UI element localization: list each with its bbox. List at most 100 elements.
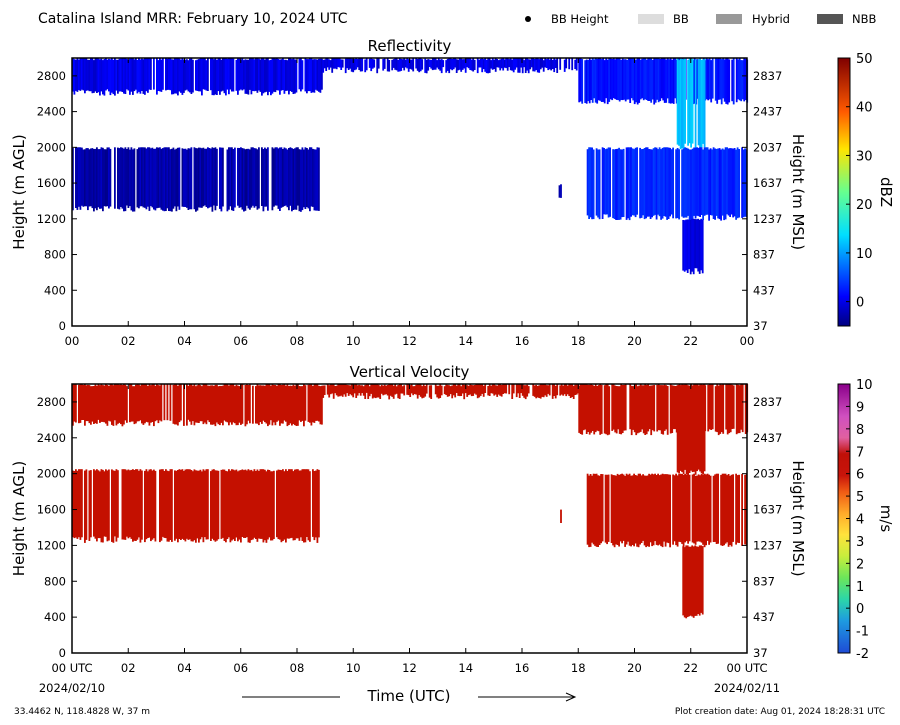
echo-column (240, 384, 242, 425)
echo-column (276, 385, 278, 422)
echo-column (190, 470, 193, 542)
echo-column (292, 148, 295, 210)
echo-column (253, 469, 256, 538)
colorbar-tick-label: 0 (856, 296, 864, 311)
echo-column (226, 149, 229, 212)
echo-column (720, 474, 722, 546)
echo-column (633, 473, 635, 547)
echo-column (108, 469, 110, 541)
echo-column (607, 147, 610, 218)
echo-column (213, 385, 215, 425)
echo-column (479, 384, 482, 396)
echo-column (168, 58, 170, 90)
echo-column (403, 58, 406, 71)
echo-column (685, 474, 688, 542)
echo-column (497, 60, 500, 68)
echo-column (105, 469, 107, 537)
echo-column (147, 58, 149, 93)
echo-column (205, 384, 208, 425)
echo-column (612, 149, 614, 219)
echo-column (651, 473, 653, 547)
echo-column (699, 384, 701, 472)
echo-column (174, 58, 176, 94)
echo-column (124, 147, 127, 212)
echo-column (282, 469, 284, 541)
y-tick-label-left: 2400 (37, 105, 66, 119)
echo-column (294, 59, 296, 94)
echo-column (163, 384, 166, 421)
y-tick-label-right: 2437 (753, 105, 782, 119)
echo-column (130, 58, 133, 92)
echo-column (76, 58, 79, 92)
x-tick-label: 02 (121, 661, 136, 675)
echo-column (600, 59, 603, 102)
echo-column (563, 384, 566, 395)
x-tick-label: 00 (740, 334, 755, 348)
echo-column (112, 59, 115, 95)
y-axis-label-left: Height (m AGL) (10, 461, 28, 576)
echo-column (710, 384, 713, 430)
echo-column (285, 469, 287, 543)
colorbar-tick-label: 6 (856, 468, 864, 483)
echo-column (279, 147, 281, 211)
echo-column (568, 58, 571, 70)
echo-column (451, 385, 454, 399)
colorbar-tick-label: 40 (856, 101, 873, 116)
x-tick-label: 20 (627, 661, 642, 675)
echo-column (653, 385, 656, 432)
echo-column (252, 385, 254, 424)
echo-column (400, 384, 403, 394)
echo-column (177, 385, 179, 426)
echo-column (709, 148, 712, 216)
echo-column (448, 385, 451, 397)
echo-column (622, 474, 625, 541)
echo-column (685, 384, 688, 475)
echo-column (270, 59, 272, 96)
echo-column (117, 59, 119, 94)
echo-column (156, 147, 158, 209)
echo-column (454, 384, 457, 398)
echo-column (376, 384, 379, 398)
echo-column (237, 471, 239, 542)
echo-column (229, 384, 232, 423)
echo-column (639, 59, 642, 100)
echo-column (674, 386, 677, 430)
echo-column (644, 384, 647, 435)
echo-column (87, 59, 89, 91)
echo-column (705, 58, 708, 100)
echo-column (183, 384, 185, 426)
echo-column (485, 59, 488, 74)
echo-column (526, 58, 529, 71)
echo-column (184, 148, 187, 207)
echo-column (374, 384, 377, 399)
echo-column (578, 58, 581, 103)
echo-column (547, 58, 550, 71)
echo-column (225, 58, 227, 96)
echo-column (216, 148, 218, 206)
y-tick-label-left: 800 (44, 248, 66, 262)
echo-column (708, 149, 710, 221)
echo-column (588, 384, 591, 435)
echo-column (226, 384, 229, 423)
echo-column (316, 469, 319, 543)
echo-column (377, 384, 380, 398)
echo-column (541, 58, 544, 68)
echo-column (249, 384, 251, 424)
echo-column (589, 147, 592, 218)
echo-column (226, 471, 229, 539)
echo-column (503, 59, 506, 68)
echo-column (306, 148, 308, 208)
x-tick-label: 00 (65, 334, 80, 348)
echo-column (699, 475, 701, 542)
echo-column (612, 384, 615, 430)
echo-column (114, 470, 116, 537)
echo-column (445, 60, 448, 73)
echo-column (731, 384, 734, 429)
echo-column (454, 58, 457, 68)
echo-column (418, 384, 421, 396)
echo-column (726, 384, 729, 435)
echo-column (346, 58, 349, 69)
echo-column (635, 384, 638, 436)
echo-column (606, 384, 609, 436)
echo-column (304, 147, 307, 209)
